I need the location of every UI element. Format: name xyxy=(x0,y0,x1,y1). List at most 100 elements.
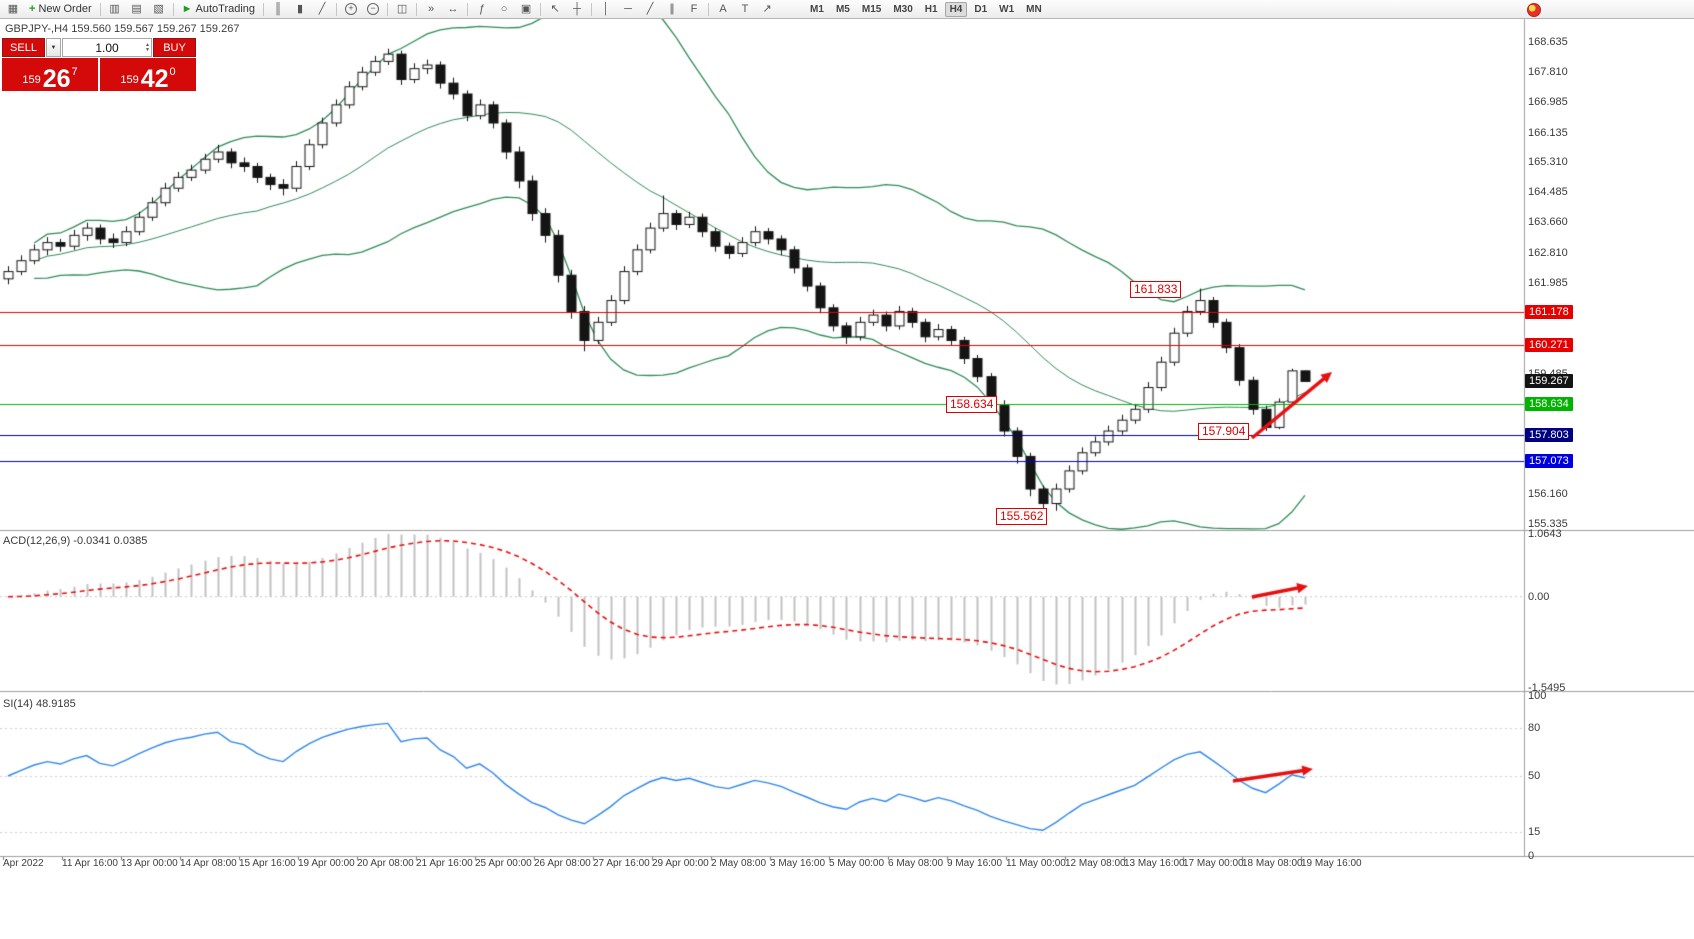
notification-icon[interactable] xyxy=(1527,3,1541,17)
timeframe-h4-button[interactable]: H4 xyxy=(944,1,968,17)
new-order-button-label: New Order xyxy=(38,3,92,15)
fibonacci-icon[interactable]: F xyxy=(684,0,704,18)
volume-field[interactable]: 1.00 ▲ ▼ xyxy=(62,38,152,57)
tile-windows-icon: ◫ xyxy=(396,3,408,15)
vertical-line-icon[interactable]: │ xyxy=(596,0,616,18)
horizontal-line-icon: ─ xyxy=(624,3,632,15)
toolbar-separator xyxy=(263,2,265,16)
chart-ohlc-header: GBPJPY-,H4 159.560 159.567 159.267 159.2… xyxy=(5,23,240,35)
toolbar: ▦ + New Order ▥ ▤ ▧ ► AutoTrading ║ ▮ ╱ + − ◫» ↔ ƒ ○ ▣ ↖ ┼ │… xyxy=(0,0,1694,19)
line-chart-icon[interactable]: ╱ xyxy=(312,0,332,18)
candlestick-chart-icon: ▮ xyxy=(297,3,304,15)
indicators-icon[interactable]: ƒ xyxy=(472,0,492,18)
buy-price-prefix: 159 xyxy=(120,74,139,86)
arrow-objects-icon: ↗ xyxy=(762,3,772,15)
crosshair-icon[interactable]: ┼ xyxy=(567,0,587,18)
price-label-annotation[interactable]: 161.833 xyxy=(1130,280,1182,298)
autotrading-button-label: AutoTrading xyxy=(195,3,256,15)
rsi-indicator-label: SI(14) 48.9185 xyxy=(3,698,76,710)
new-order-button[interactable]: + New Order xyxy=(25,0,96,18)
autotrading-button[interactable]: ► AutoTrading xyxy=(178,0,259,18)
auto-scroll-icon[interactable]: » xyxy=(421,0,441,18)
auto-scroll-icon: » xyxy=(427,3,435,15)
chart-shift-icon[interactable]: ↔ xyxy=(443,0,463,18)
volume-dropdown-button[interactable]: ▼ xyxy=(46,38,61,57)
price-label-annotation[interactable]: 158.634 xyxy=(946,396,998,414)
timeframe-m30-button[interactable]: M30 xyxy=(893,3,913,15)
tile-windows-icon[interactable]: ◫ xyxy=(392,0,412,18)
toolbar-separator xyxy=(591,2,593,16)
volume-spinner: ▲ ▼ xyxy=(145,40,150,55)
navigator-icon: ▧ xyxy=(153,3,164,15)
navigator-icon[interactable]: ▧ xyxy=(149,0,169,18)
buy-price-sup: 0 xyxy=(169,66,176,78)
crosshair-icon: ┼ xyxy=(573,3,581,15)
market-watch-icon[interactable]: ▥ xyxy=(105,0,125,18)
timeframe-d1-button[interactable]: D1 xyxy=(974,3,988,15)
text-label-icon[interactable]: T xyxy=(735,0,755,18)
trendline-icon: ╱ xyxy=(646,3,654,15)
one-click-controls: SELL ▼ 1.00 ▲ ▼ BUY xyxy=(2,38,196,57)
line-chart-icon: ╱ xyxy=(318,3,326,15)
trendline-icon[interactable]: ╱ xyxy=(640,0,660,18)
toolbar-separator xyxy=(387,2,389,16)
chevron-down-icon: ▼ xyxy=(50,44,57,51)
toolbar-separator xyxy=(467,2,469,16)
text-icon[interactable]: A xyxy=(713,0,733,18)
market-watch-icon: ▥ xyxy=(109,3,120,15)
timeframe-m1-button[interactable]: M1 xyxy=(810,3,824,15)
data-window-icon[interactable]: ▤ xyxy=(127,0,147,18)
sell-price-button[interactable]: 159 26 7 xyxy=(2,58,98,93)
buy-price-button[interactable]: 159 42 0 xyxy=(100,58,196,93)
timeframe-w1-button[interactable]: W1 xyxy=(999,3,1015,15)
zoom-in-icon: + xyxy=(345,3,358,15)
new-chart-icon: ▦ xyxy=(7,3,19,15)
arrow-objects-icon[interactable]: ↗ xyxy=(757,0,777,18)
new-chart-icon[interactable]: ▦ xyxy=(3,0,23,18)
indicators-icon: ƒ xyxy=(478,3,486,15)
autotrading-button-icon: ► xyxy=(181,3,193,15)
volume-decrease-button[interactable]: ▼ xyxy=(145,46,150,53)
periods-icon: ○ xyxy=(500,3,508,15)
sell-price-big: 26 xyxy=(42,65,71,93)
timeframe-mn-button[interactable]: MN xyxy=(1026,3,1042,15)
volume-value: 1.00 xyxy=(95,40,119,55)
price-label-annotation[interactable]: 155.562 xyxy=(996,507,1048,525)
text-icon: A xyxy=(719,3,727,15)
zoom-out-icon: − xyxy=(367,3,380,15)
text-label-icon: T xyxy=(741,3,749,15)
buy-button[interactable]: BUY xyxy=(153,38,196,57)
toolbar-separator xyxy=(708,2,710,16)
one-click-trading-panel: SELL ▼ 1.00 ▲ ▼ BUY 159 26 7 159 42 0 xyxy=(2,38,196,93)
price-label-annotation[interactable]: 157.904 xyxy=(1198,422,1250,440)
volume-increase-button[interactable]: ▲ xyxy=(145,41,150,48)
toolbar-separator xyxy=(336,2,338,16)
cursor-icon[interactable]: ↖ xyxy=(545,0,565,18)
timeframe-m5-button[interactable]: M5 xyxy=(835,3,850,15)
bar-chart-icon[interactable]: ║ xyxy=(268,0,288,18)
equidistant-channel-icon[interactable]: ∥ xyxy=(662,0,682,18)
timeframe-m15-button[interactable]: M15 xyxy=(861,3,882,15)
toolbar-separator xyxy=(99,2,101,16)
templates-icon[interactable]: ▣ xyxy=(516,0,536,18)
chart-shift-icon: ↔ xyxy=(447,3,459,15)
cursor-icon: ↖ xyxy=(550,3,560,15)
new-order-button-icon: + xyxy=(29,3,36,15)
zoom-in-icon[interactable]: + xyxy=(341,0,361,18)
sell-price-prefix: 159 xyxy=(22,74,41,86)
sell-price-sup: 7 xyxy=(71,66,78,78)
toolbar-separator xyxy=(540,2,542,16)
horizontal-line-icon[interactable]: ─ xyxy=(618,0,638,18)
periods-icon[interactable]: ○ xyxy=(494,0,514,18)
candlestick-chart-icon[interactable]: ▮ xyxy=(290,0,310,18)
toolbar-separator xyxy=(172,2,174,16)
zoom-out-icon[interactable]: − xyxy=(363,0,383,18)
sell-button[interactable]: SELL xyxy=(2,38,45,57)
bar-chart-icon: ║ xyxy=(274,3,282,15)
toolbar-separator xyxy=(416,2,418,16)
timeframe-h1-button[interactable]: H1 xyxy=(924,3,938,15)
data-window-icon: ▤ xyxy=(131,3,142,15)
buy-price-big: 42 xyxy=(140,65,169,93)
